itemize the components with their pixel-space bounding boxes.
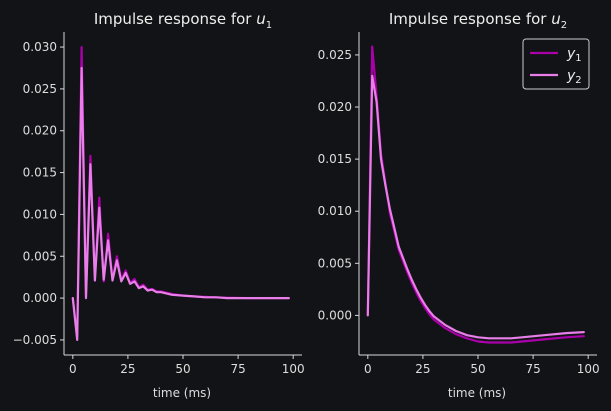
left-panel-line-y2 [71, 66, 290, 341]
left-panel-x-tick-label: 0 [69, 362, 77, 376]
legend: y1 y2 [522, 38, 590, 90]
right-panel-y-tick-label: 0.005 [318, 256, 352, 270]
right-panel-x-tick-label: 100 [577, 362, 600, 376]
right-panel-x-label: time (ms) [448, 386, 506, 400]
left-panel-y-tick-label: −0.005 [13, 333, 57, 347]
left-panel-x-ticks: 0 25 50 75 100 [69, 355, 305, 376]
right-panel-y-ticks: 0.000 0.005 0.010 0.015 0.020 0.025 [318, 48, 359, 322]
left-panel-title: Impulse response for u1 [94, 10, 272, 31]
left-panel-x-tick-label: 100 [282, 362, 305, 376]
right-panel-y-tick-label: 0.015 [318, 152, 352, 166]
right-panel-line-y1 [366, 45, 585, 344]
left-panel-y-tick-label: 0.025 [23, 82, 57, 96]
left-panel-y-tick-label: 0.005 [23, 249, 57, 263]
left-panel-y-ticks: −0.005 0.000 0.005 0.010 0.015 0.020 0.025 0.03… [13, 40, 64, 347]
left-panel-y-tick-label: 0.015 [23, 166, 57, 180]
right-panel-x-tick-label: 0 [364, 362, 372, 376]
right-panel-lines [366, 45, 585, 344]
right-panel-y-tick-label: 0.025 [318, 48, 352, 62]
right-panel-x-tick-label: 75 [525, 362, 540, 376]
right-panel: Impulse response for u2 0 25 50 75 100 0.000… [318, 10, 600, 400]
left-panel-y-tick-label: 0.010 [23, 207, 57, 221]
left-panel-lines [71, 45, 290, 341]
left-panel-y-tick-label: 0.030 [23, 40, 57, 54]
left-panel-x-tick-label: 50 [175, 362, 190, 376]
right-panel-y-tick-label: 0.000 [318, 308, 352, 322]
right-panel-x-tick-label: 50 [470, 362, 485, 376]
left-panel-x-tick-label: 75 [230, 362, 245, 376]
left-panel-line-y1 [71, 45, 290, 337]
legend-label-y2: y2 [566, 68, 582, 86]
right-panel-line-y2 [366, 74, 585, 340]
left-panel: Impulse response for u1 0 25 50 75 100 −0.00… [13, 10, 305, 400]
legend-box [522, 38, 590, 90]
right-panel-y-tick-label: 0.010 [318, 204, 352, 218]
left-panel-y-tick-label: 0.000 [23, 291, 57, 305]
right-panel-x-tick-label: 25 [415, 362, 430, 376]
left-panel-x-label: time (ms) [153, 386, 211, 400]
right-panel-title: Impulse response for u2 [389, 10, 567, 31]
right-panel-x-ticks: 0 25 50 75 100 [364, 355, 600, 376]
left-panel-y-tick-label: 0.020 [23, 124, 57, 138]
left-panel-x-tick-label: 25 [120, 362, 135, 376]
right-panel-y-tick-label: 0.020 [318, 100, 352, 114]
legend-label-y1: y1 [566, 46, 582, 64]
